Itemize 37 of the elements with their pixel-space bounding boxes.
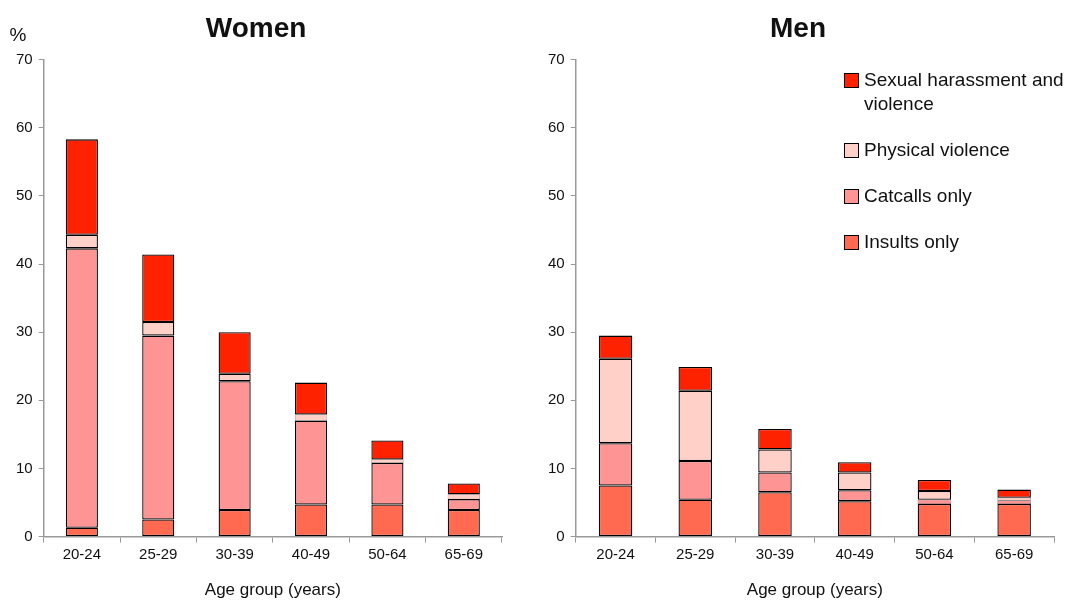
- x-tick-label: 50-64: [368, 544, 407, 562]
- y-tick-label: 30: [16, 322, 33, 340]
- x-tick-label: 30-39: [215, 544, 254, 562]
- y-tick-label: 20: [548, 390, 565, 408]
- legend-label: Physical violence: [864, 138, 1010, 162]
- chart-title: Women: [205, 11, 307, 43]
- y-tick-label: 50: [548, 186, 565, 204]
- x-tick-label: 25-29: [676, 544, 715, 562]
- legend-label: Insults only: [864, 230, 960, 254]
- y-tick-label: 60: [548, 117, 565, 135]
- y-tick-label: 0: [24, 526, 33, 544]
- x-tick-label: 50-64: [915, 544, 954, 562]
- x-tick-label: 40-49: [835, 544, 874, 562]
- y-tick-label: 10: [548, 458, 565, 476]
- y-tick-label: 20: [16, 390, 33, 408]
- x-tick-label: 40-49: [291, 544, 331, 562]
- y-tick-label: 40: [548, 254, 565, 272]
- x-tick-label: 65-69: [444, 544, 483, 562]
- y-axis-title: %: [9, 24, 27, 46]
- legend-label: Catcalls only: [864, 184, 972, 208]
- y-tick-label: 60: [16, 117, 33, 135]
- y-tick-label: 40: [16, 254, 33, 272]
- y-tick-label: 70: [16, 49, 33, 67]
- y-tick-label: 50: [16, 186, 33, 204]
- x-tick-label: 25-29: [139, 544, 178, 562]
- y-tick-label: 0: [556, 526, 565, 544]
- x-tick-label: 20-24: [62, 544, 102, 562]
- x-axis-title: Age group (years): [746, 580, 883, 600]
- x-tick-label: 20-24: [596, 544, 635, 562]
- y-tick-label: 70: [548, 49, 565, 67]
- y-tick-label: 30: [548, 322, 565, 340]
- chart-title: Men: [770, 11, 826, 43]
- y-tick-label: 10: [16, 458, 33, 476]
- legend-label: Sexual harassment and violence: [864, 68, 1064, 116]
- x-tick-label: 30-39: [755, 544, 795, 562]
- x-axis-title: Age group (years): [204, 580, 341, 600]
- x-tick-label: 65-69: [994, 544, 1034, 562]
